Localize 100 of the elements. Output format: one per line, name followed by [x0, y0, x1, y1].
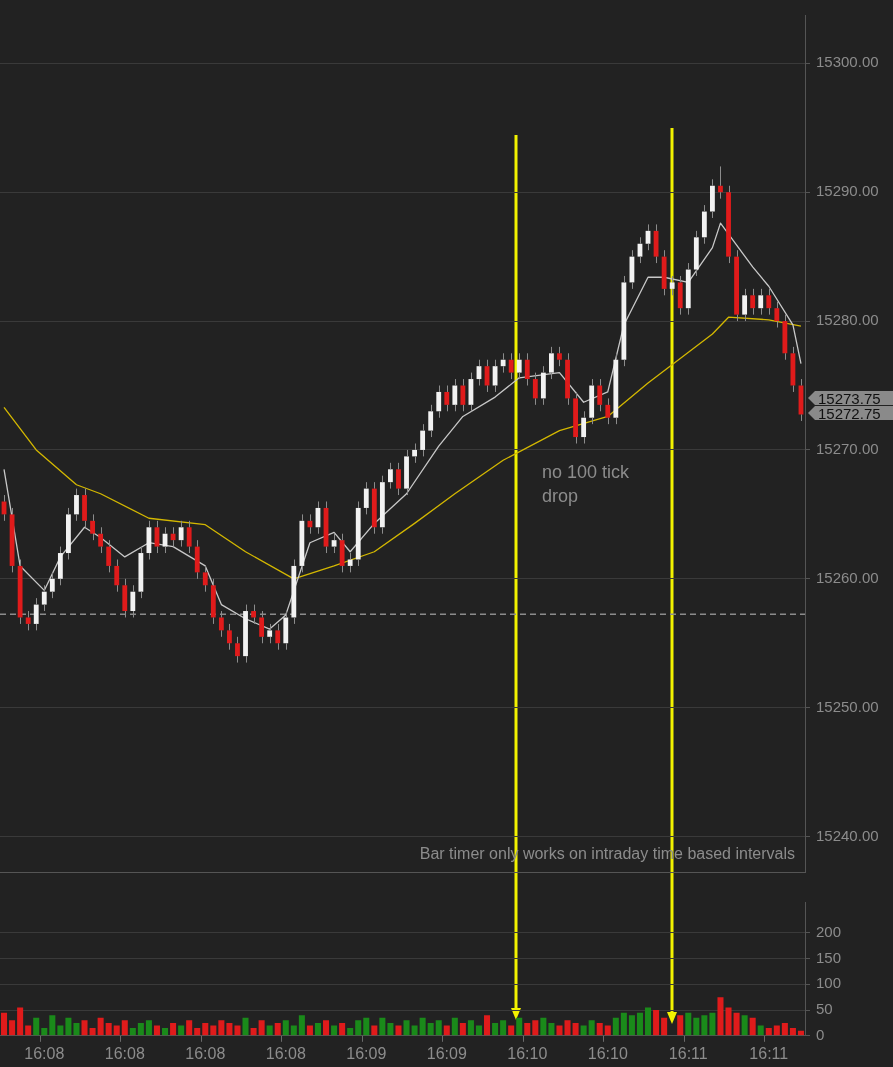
y-tick-label: 15280.00: [816, 311, 879, 329]
candlestick: [57, 546, 63, 586]
bar: [636, 1012, 643, 1036]
bar: [733, 1012, 740, 1036]
bar: [290, 1025, 297, 1036]
y-tick-label: 100: [816, 974, 842, 992]
candlestick: [669, 275, 675, 296]
candlestick: [685, 262, 691, 316]
bar: [604, 1025, 611, 1036]
candlestick: [758, 288, 764, 316]
bar: [314, 1022, 321, 1036]
bar: [274, 1022, 281, 1036]
x-tick-label: 16:09: [426, 1044, 467, 1062]
bar: [202, 1022, 209, 1036]
candlestick: [693, 230, 699, 277]
bar: [306, 1025, 313, 1036]
candlestick: [742, 288, 748, 322]
candlestick: [347, 552, 353, 573]
bar: [170, 1022, 177, 1036]
bar: [395, 1025, 402, 1036]
candlestick: [726, 185, 731, 264]
candlestick: [557, 346, 562, 367]
bar: [282, 1020, 289, 1036]
candlestick: [412, 443, 417, 464]
candlestick: [98, 526, 104, 554]
bar: [693, 1017, 700, 1036]
bar: [677, 1015, 684, 1036]
bar: [194, 1028, 201, 1036]
bar: [419, 1017, 426, 1036]
bar: [218, 1020, 225, 1036]
bar: [234, 1025, 241, 1036]
candlestick: [194, 539, 200, 580]
bar: [363, 1017, 370, 1036]
candlestick: [106, 539, 112, 573]
candlestick: [363, 481, 369, 515]
bar: [250, 1028, 257, 1036]
candlestick: [516, 352, 522, 380]
annotation: no 100 tick drop: [542, 461, 631, 508]
x-tick-label: 16:09: [346, 1044, 387, 1062]
y-tick-label: 0: [816, 1025, 825, 1043]
bar: [475, 1025, 482, 1036]
candlestick: [508, 352, 514, 380]
y-tick-label: 15260.00: [816, 568, 879, 586]
candlestick: [621, 275, 627, 367]
bar: [765, 1028, 772, 1036]
candlestick: [379, 475, 385, 535]
x-tick-label: 16:08: [24, 1044, 65, 1062]
bar: [435, 1020, 442, 1036]
bar: [129, 1028, 136, 1036]
candlestick: [782, 314, 788, 361]
bar: [49, 1015, 56, 1036]
candlestick: [114, 558, 120, 593]
bar: [347, 1028, 354, 1036]
candlestick: [750, 288, 756, 316]
candlestick: [565, 352, 570, 406]
bar: [612, 1017, 619, 1036]
candlestick: [444, 385, 450, 412]
bar: [97, 1017, 104, 1036]
bar: [548, 1022, 555, 1036]
bar: [33, 1017, 40, 1036]
bar: [226, 1022, 233, 1036]
bar: [701, 1015, 708, 1036]
candlestick: [355, 500, 361, 567]
candlestick: [267, 623, 273, 644]
bar: [492, 1022, 499, 1036]
bar: [9, 1020, 16, 1036]
candlestick: [275, 623, 281, 651]
bar: [532, 1020, 539, 1036]
bar: [186, 1020, 193, 1036]
bar: [210, 1025, 217, 1036]
bar: [741, 1015, 748, 1036]
candlestick: [396, 462, 401, 496]
bar: [387, 1022, 394, 1036]
bar: [757, 1025, 764, 1036]
bar: [620, 1012, 627, 1036]
bar: [41, 1028, 48, 1036]
candlestick: [532, 372, 538, 406]
bar: [411, 1025, 418, 1036]
y-tick-label: 15250.00: [816, 697, 879, 715]
y-tick-label: 150: [816, 948, 842, 966]
candlestick: [589, 378, 595, 425]
bar: [121, 1020, 128, 1036]
candlestick: [581, 410, 587, 444]
bar: [137, 1022, 144, 1036]
bar: [685, 1012, 692, 1036]
y-tick-label: 15240.00: [816, 826, 879, 844]
candlestick: [661, 249, 667, 296]
candlestick: [613, 352, 619, 425]
candlestick: [227, 623, 232, 651]
bar: [524, 1022, 531, 1036]
text: 15272.75: [808, 405, 893, 422]
candlestick: [452, 378, 458, 412]
x-tick-label: 16:08: [185, 1044, 226, 1062]
bar: [105, 1022, 112, 1036]
bar: [467, 1020, 474, 1036]
bar: [451, 1017, 458, 1036]
candlestick: [388, 462, 393, 490]
candlestick: [734, 249, 739, 322]
candlestick: [420, 423, 426, 457]
bar: [298, 1015, 305, 1036]
